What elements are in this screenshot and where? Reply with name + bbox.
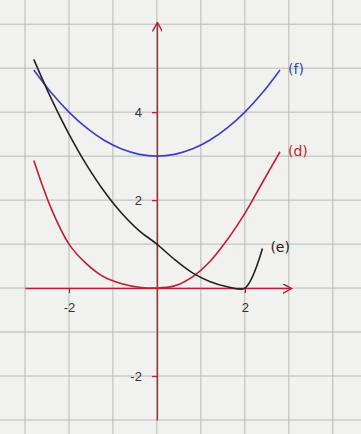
paper-line — [0, 288, 361, 289]
y-tick: 2 — [135, 193, 157, 208]
paper-line — [200, 0, 201, 434]
series-label: (d) — [288, 143, 308, 159]
paper-line — [0, 24, 361, 25]
series-label: (e) — [270, 239, 290, 255]
y-tick-mark — [152, 200, 157, 201]
series-line — [34, 70, 280, 156]
paper-line — [0, 200, 361, 201]
paper-line — [0, 332, 361, 333]
plot-area — [34, 59, 280, 289]
series-labels: (f) (d) (e) — [270, 61, 307, 256]
x-axis: -2 2 — [26, 288, 292, 315]
y-tick-mark — [152, 376, 157, 377]
y-tick: 4 — [135, 105, 157, 120]
y-tick-mark — [152, 112, 157, 113]
paper-line — [112, 0, 113, 434]
y-tick-label: 4 — [135, 105, 142, 120]
x-tick: 2 — [242, 288, 249, 315]
paper-line — [244, 0, 245, 434]
chart: -2 2 -2 2 4 (f) (d) (e) — [0, 0, 361, 434]
paper — [0, 0, 361, 434]
series-label: (f) — [288, 61, 304, 77]
y-axis: -2 2 4 — [130, 23, 157, 421]
paper-line — [156, 0, 157, 434]
paper-line — [0, 68, 361, 69]
paper-line — [68, 0, 69, 434]
x-tick-label: -2 — [64, 300, 76, 315]
series-line — [34, 59, 263, 289]
x-tick-mark — [69, 288, 70, 293]
paper-line — [25, 0, 26, 434]
x-tick: -2 — [64, 288, 76, 315]
paper-line — [0, 420, 361, 421]
paper-line — [332, 0, 333, 434]
y-tick-label: -2 — [130, 369, 142, 384]
paper-line — [0, 376, 361, 377]
y-tick: -2 — [130, 369, 157, 384]
y-axis-line — [157, 23, 159, 421]
y-tick-label: 2 — [135, 193, 142, 208]
x-tick-label: 2 — [242, 300, 249, 315]
series-line — [34, 152, 280, 288]
paper-line — [0, 112, 361, 113]
paper-line — [0, 244, 361, 245]
